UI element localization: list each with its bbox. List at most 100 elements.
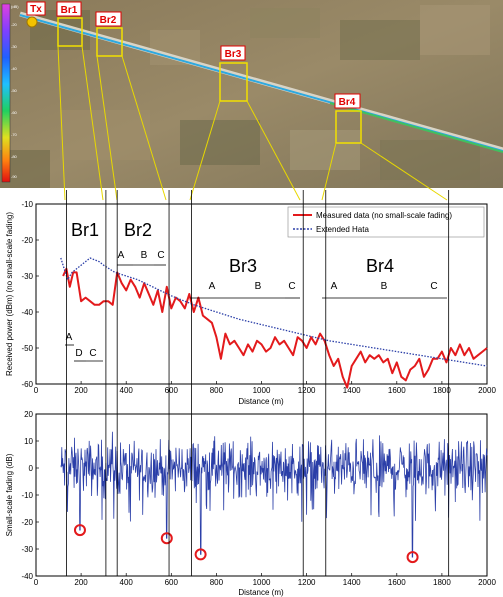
chart1-y-ticks: -10 -20 -30 -40 -50 -60 (21, 200, 39, 389)
y-tick-label: -10 (21, 200, 33, 209)
br4-zone-box (335, 110, 362, 144)
deep-fade-marker (73, 524, 86, 537)
x-tick-label: 600 (165, 386, 179, 395)
colour-scale-tick: -20 (11, 22, 18, 27)
segment-annotations: A B C A B C A B C A D C (65, 250, 447, 362)
bridge-label-br1: Br1 (71, 220, 99, 240)
x-tick-label: 0 (34, 578, 39, 587)
deep-fade-marker (406, 551, 419, 564)
colour-scale-tick: -30 (11, 44, 18, 49)
svg-text:Tx: Tx (30, 4, 42, 15)
x-tick-label: 2000 (478, 578, 496, 587)
chart1-xlabel: Distance (m) (238, 397, 284, 406)
y-tick-label: -30 (21, 272, 33, 281)
seg-br3-a: A (209, 281, 216, 292)
x-tick-label: 200 (74, 578, 88, 587)
colour-scale-tick: -40 (11, 66, 18, 71)
small-scale-fading-chart: 0 200 400 600 800 1000 1200 1400 1600 1800 2000 20… (5, 410, 496, 597)
y-tick-label: 0 (29, 464, 34, 473)
br2-zone-box (96, 27, 123, 57)
measured-data-line (62, 267, 488, 389)
x-tick-label: 400 (120, 578, 134, 587)
svg-text:Br1: Br1 (61, 5, 78, 16)
seg-br2-b: B (141, 250, 148, 261)
colour-scale-bar (1, 3, 11, 183)
colour-scale-tick: -80 (11, 154, 18, 159)
x-tick-label: 800 (210, 578, 224, 587)
chart1-ylabel: Received power (dBm) (no small-scale fad… (5, 212, 14, 376)
x-tick-label: 600 (165, 578, 179, 587)
colour-scale-tick: -90 (11, 174, 18, 179)
x-tick-label: 400 (120, 386, 134, 395)
x-tick-label: 1800 (433, 578, 451, 587)
y-tick-label: -20 (21, 518, 33, 527)
x-tick-label: 1600 (388, 386, 406, 395)
svg-text:Br2: Br2 (100, 15, 117, 26)
zone-connectors (57, 45, 448, 201)
extended-hata-line (60, 257, 488, 367)
chart2-xlabel: Distance (m) (238, 588, 284, 597)
y-tick-label: -30 (21, 545, 33, 554)
bridge-boundary-lines (66, 190, 450, 576)
br4-label: Br4 (334, 93, 361, 109)
colour-scale-tick: -50 (11, 88, 18, 93)
aerial-map: (dB) -20 -30 -40 -50 -60 -70 -80 -90 Tx … (0, 0, 503, 188)
seg-br1-c: C (89, 348, 96, 359)
x-tick-label: 1400 (343, 386, 361, 395)
chart2-deep-fade-markers (73, 524, 419, 564)
br3-zone-box (219, 62, 248, 102)
seg-br3-b: B (255, 281, 262, 292)
legend-label-hata: Extended Hata (316, 225, 369, 234)
received-power-chart: 0 200 400 600 800 1000 1200 1400 1600 1800 2000 -1… (5, 200, 496, 406)
small-scale-fading-trace (60, 431, 488, 558)
bridge-label-br2: Br2 (124, 220, 152, 240)
colour-scale: (dB) -20 -30 -40 -50 -60 -70 -80 -90 (1, 3, 19, 183)
y-tick-label: -50 (21, 344, 33, 353)
seg-br2-a: A (118, 250, 125, 261)
seg-br4-a: A (331, 281, 338, 292)
y-tick-label: -10 (21, 491, 33, 500)
y-tick-label: -40 (21, 308, 33, 317)
tx-marker (26, 16, 38, 28)
y-tick-label: 10 (24, 437, 33, 446)
x-tick-label: 0 (34, 386, 39, 395)
svg-text:Br4: Br4 (339, 97, 356, 108)
x-tick-label: 1800 (433, 386, 451, 395)
svg-text:Br3: Br3 (225, 49, 242, 60)
br2-label: Br2 (95, 11, 122, 27)
chart2-x-ticks: 0 200 400 600 800 1000 1200 1400 1600 1800 2000 (34, 573, 496, 587)
x-tick-label: 1200 (298, 578, 316, 587)
deep-fade-marker (160, 532, 173, 545)
x-tick-label: 1200 (298, 386, 316, 395)
x-tick-label: 1000 (253, 386, 271, 395)
seg-br4-c: C (430, 281, 437, 292)
chart2-series (60, 431, 488, 558)
chart1-x-ticks: 0 200 400 600 800 1000 1200 1400 1600 1800 2000 (34, 381, 496, 395)
seg-br4-b: B (381, 281, 388, 292)
colour-scale-tick: -70 (11, 132, 18, 137)
y-tick-label: -60 (21, 380, 33, 389)
br1-zone-box (57, 17, 83, 47)
chart1-series (60, 257, 488, 389)
field-patches (0, 5, 490, 188)
colour-scale-tick: -60 (11, 110, 18, 115)
chart1-legend: Measured data (no small-scale fading) Ex… (287, 206, 485, 238)
x-tick-label: 200 (74, 386, 88, 395)
seg-br3-c: C (288, 281, 295, 292)
bridge-label-br4: Br4 (366, 256, 394, 276)
x-tick-label: 2000 (478, 386, 496, 395)
seg-br1-a: A (66, 332, 73, 343)
deep-fade-marker (194, 548, 207, 561)
y-tick-label: -20 (21, 236, 33, 245)
legend-box (287, 206, 485, 238)
colour-scale-unit: (dB) (11, 4, 19, 9)
chart2-y-ticks: 20 10 0 -10 -20 -30 -40 (21, 410, 39, 581)
legend-label-measured: Measured data (no small-scale fading) (316, 211, 452, 220)
seg-br1-d: D (75, 348, 82, 359)
y-tick-label: -40 (21, 572, 33, 581)
bridge-label-br3: Br3 (229, 256, 257, 276)
tx-label: Tx (26, 1, 46, 16)
br3-label: Br3 (220, 45, 246, 61)
chart2-ylabel: Small-scale fading (dB) (5, 453, 14, 536)
